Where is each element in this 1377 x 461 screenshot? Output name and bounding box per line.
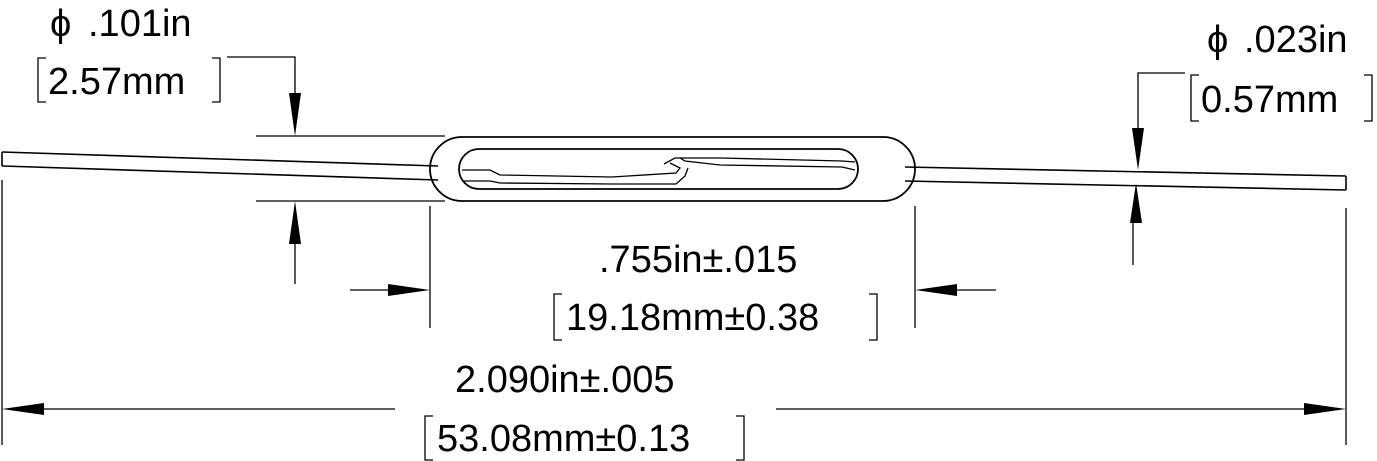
body-diameter-symbol: ϕ xyxy=(50,3,71,45)
left-lead xyxy=(1,151,439,181)
body-length-dimension xyxy=(350,206,996,328)
body-diameter-metric-bracket xyxy=(37,57,221,103)
right-lead xyxy=(904,166,1347,191)
glass-envelope xyxy=(429,136,916,202)
lead-diameter-symbol: ϕ xyxy=(1207,19,1228,61)
body-length-metric-bracket xyxy=(553,293,878,341)
body-diameter-dimension xyxy=(227,56,445,284)
overall-length-metric-bracket xyxy=(424,415,745,461)
overall-length-imperial: 2.090in±.005 xyxy=(455,359,674,401)
lead-diameter-dimension xyxy=(1130,72,1185,265)
body-length-metric: 19.18mm±0.38 xyxy=(566,297,819,339)
body-length-imperial: .755in±.015 xyxy=(599,239,797,281)
body-diameter-metric: 2.57mm xyxy=(48,61,185,103)
lead-diameter-metric: 0.57mm xyxy=(1201,79,1338,121)
lead-diameter-imperial: .023in xyxy=(1244,19,1348,61)
reed-contacts xyxy=(462,157,856,185)
overall-length-metric: 53.08mm±0.13 xyxy=(437,418,690,460)
lead-diameter-metric-bracket xyxy=(1190,74,1373,122)
overall-length-dimension xyxy=(1,180,1347,445)
body-diameter-imperial: .101in xyxy=(88,3,192,45)
